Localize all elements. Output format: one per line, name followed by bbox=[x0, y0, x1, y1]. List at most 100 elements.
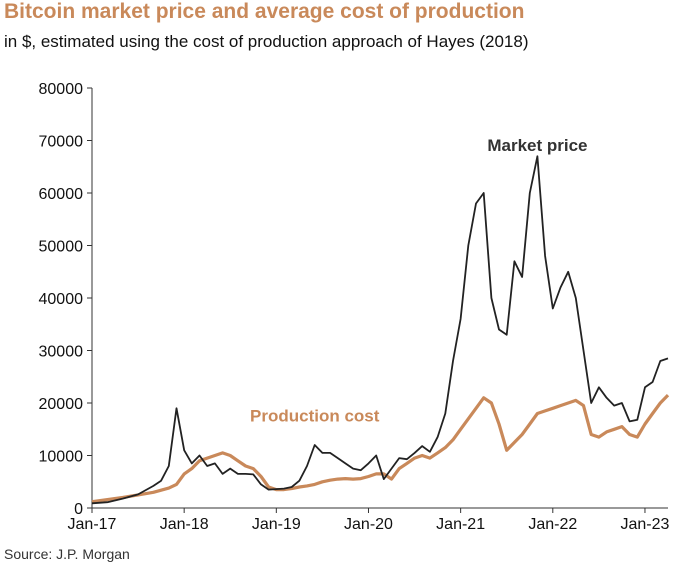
data-point-production-cost bbox=[606, 431, 608, 433]
data-point-production-cost bbox=[659, 402, 661, 404]
data-point-market-price bbox=[398, 457, 400, 459]
y-tick-label: 0 bbox=[74, 501, 83, 518]
data-point-market-price bbox=[168, 465, 170, 467]
data-point-market-price bbox=[314, 444, 316, 446]
data-point-market-price bbox=[536, 155, 538, 157]
series-line-market-price bbox=[91, 155, 669, 505]
data-point-market-price bbox=[252, 473, 254, 475]
y-tick-label: 30000 bbox=[39, 344, 84, 361]
data-point-market-price bbox=[636, 419, 638, 421]
data-point-market-price bbox=[199, 455, 201, 457]
data-point-market-price bbox=[183, 449, 185, 451]
data-point-production-cost bbox=[544, 410, 546, 412]
data-point-production-cost bbox=[237, 460, 239, 462]
data-point-production-cost bbox=[214, 455, 216, 457]
data-point-production-cost bbox=[490, 402, 492, 404]
data-point-market-price bbox=[444, 413, 446, 415]
data-point-market-price bbox=[429, 451, 431, 453]
data-point-production-cost bbox=[636, 436, 638, 438]
data-point-market-price bbox=[483, 192, 485, 194]
chart-title: Bitcoin market price and average cost of… bbox=[4, 0, 525, 23]
data-point-market-price bbox=[106, 501, 108, 503]
data-point-production-cost bbox=[552, 407, 554, 409]
data-point-production-cost bbox=[91, 501, 93, 503]
data-point-production-cost bbox=[506, 449, 508, 451]
annotation-market-price: Market price bbox=[487, 136, 587, 155]
y-tick-label: 60000 bbox=[39, 186, 84, 203]
data-point-production-cost bbox=[245, 465, 247, 467]
data-point-market-price bbox=[176, 407, 178, 409]
data-point-production-cost bbox=[652, 413, 654, 415]
data-point-market-price bbox=[383, 478, 385, 480]
data-point-production-cost bbox=[460, 428, 462, 430]
data-point-production-cost bbox=[560, 405, 562, 407]
data-point-production-cost bbox=[106, 499, 108, 501]
data-point-market-price bbox=[629, 420, 631, 422]
x-tick-label: Jan-21 bbox=[436, 516, 485, 533]
x-tick-label: Jan-23 bbox=[620, 516, 669, 533]
data-point-market-price bbox=[544, 255, 546, 257]
data-point-production-cost bbox=[421, 455, 423, 457]
x-tick-label: Jan-22 bbox=[528, 516, 577, 533]
data-point-market-price bbox=[437, 436, 439, 438]
data-point-production-cost bbox=[229, 455, 231, 457]
data-point-market-price bbox=[467, 245, 469, 247]
data-point-market-price bbox=[191, 462, 193, 464]
chart-subtitle: in $, estimated using the cost of produc… bbox=[4, 32, 529, 51]
data-point-production-cost bbox=[429, 457, 431, 459]
data-point-market-price bbox=[606, 397, 608, 399]
data-point-market-price bbox=[598, 386, 600, 388]
x-tick-label: Jan-17 bbox=[68, 516, 117, 533]
y-tick-label: 40000 bbox=[39, 291, 84, 308]
data-point-production-cost bbox=[268, 486, 270, 488]
data-point-market-price bbox=[337, 457, 339, 459]
data-point-market-price bbox=[245, 473, 247, 475]
data-point-production-cost bbox=[260, 476, 262, 478]
data-point-production-cost bbox=[199, 460, 201, 462]
data-point-production-cost bbox=[360, 478, 362, 480]
data-point-market-price bbox=[260, 483, 262, 485]
data-point-market-price bbox=[237, 473, 239, 475]
data-point-production-cost bbox=[168, 487, 170, 489]
data-point-production-cost bbox=[176, 483, 178, 485]
data-point-market-price bbox=[344, 462, 346, 464]
data-point-production-cost bbox=[314, 483, 316, 485]
data-point-market-price bbox=[513, 260, 515, 262]
data-point-market-price bbox=[406, 458, 408, 460]
data-point-market-price bbox=[421, 445, 423, 447]
data-point-production-cost bbox=[498, 423, 500, 425]
data-point-production-cost bbox=[529, 423, 531, 425]
data-point-production-cost bbox=[621, 426, 623, 428]
x-tick-label: Jan-19 bbox=[252, 516, 301, 533]
data-point-market-price bbox=[391, 468, 393, 470]
data-point-market-price bbox=[306, 465, 308, 467]
data-point-production-cost bbox=[598, 436, 600, 438]
data-point-production-cost bbox=[613, 428, 615, 430]
data-point-production-cost bbox=[391, 478, 393, 480]
data-point-production-cost bbox=[444, 447, 446, 449]
data-point-market-price bbox=[560, 287, 562, 289]
data-point-market-price bbox=[375, 455, 377, 457]
data-point-market-price bbox=[475, 203, 477, 205]
data-point-market-price bbox=[490, 297, 492, 299]
data-point-market-price bbox=[644, 386, 646, 388]
data-point-market-price bbox=[575, 297, 577, 299]
y-tick-label: 20000 bbox=[39, 396, 84, 413]
data-point-market-price bbox=[590, 402, 592, 404]
data-point-production-cost bbox=[329, 479, 331, 481]
y-tick-label: 50000 bbox=[39, 239, 84, 256]
data-point-production-cost bbox=[375, 473, 377, 475]
data-point-production-cost bbox=[275, 489, 277, 491]
x-tick-label: Jan-18 bbox=[160, 516, 209, 533]
data-point-market-price bbox=[506, 334, 508, 336]
data-point-market-price bbox=[222, 473, 224, 475]
data-point-market-price bbox=[368, 462, 370, 464]
data-point-production-cost bbox=[191, 468, 193, 470]
data-point-market-price bbox=[152, 485, 154, 487]
data-point-market-price bbox=[659, 360, 661, 362]
data-point-market-price bbox=[498, 329, 500, 331]
data-point-production-cost bbox=[183, 473, 185, 475]
data-point-production-cost bbox=[368, 476, 370, 478]
fill-between-area bbox=[92, 156, 668, 504]
